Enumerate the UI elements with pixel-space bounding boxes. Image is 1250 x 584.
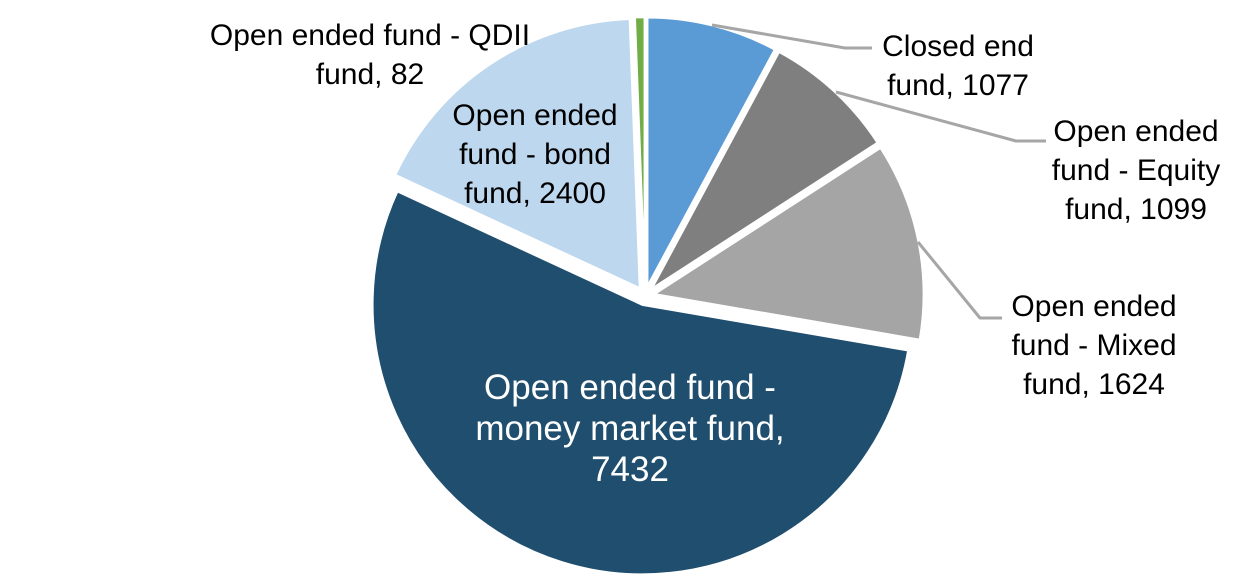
data-label-line: Open ended xyxy=(452,99,618,132)
data-label-line: Open ended fund - xyxy=(484,368,776,407)
leader-line-closed-end-fund xyxy=(711,23,872,50)
data-label-line: fund - Equity xyxy=(1051,154,1221,187)
data-label-line: fund, 1099 xyxy=(1065,193,1207,226)
data-label-line: fund, 1624 xyxy=(1023,368,1165,401)
pie-slice-open-ended-fund-qdii-fund xyxy=(633,15,647,288)
data-label-line: fund - Mixed xyxy=(1011,329,1177,362)
data-label-mixed-fund: Open ended fund - Mixed fund, 1624 xyxy=(984,287,1204,404)
data-label-bond-fund: Open ended fund - bond fund, 2400 xyxy=(425,96,645,213)
data-label-line: Open ended fund - QDII xyxy=(209,19,531,52)
data-label-line: Open ended xyxy=(1053,115,1219,148)
data-label-line: 7432 xyxy=(591,450,669,489)
data-label-line: fund, 1077 xyxy=(887,69,1029,102)
pie-slice-open-ended-fund-mixed-fund xyxy=(650,145,926,342)
data-label-line: Closed end xyxy=(882,30,1034,63)
data-label-line: fund - bond xyxy=(459,138,611,171)
data-label-money-market-fund: Open ended fund - money market fund, 743… xyxy=(455,367,805,490)
data-label-line: money market fund, xyxy=(475,409,785,448)
pie-slice-open-ended-fund-bond-fund xyxy=(393,17,642,291)
data-label-closed-end-fund: Closed end fund, 1077 xyxy=(858,27,1058,105)
data-label-line: fund, 2400 xyxy=(464,177,606,210)
data-label-line: Open ended xyxy=(1011,290,1177,323)
pie-slice-open-ended-fund-money-market-fund xyxy=(371,189,910,576)
data-label-qdii-fund: Open ended fund - QDII fund, 82 xyxy=(170,16,570,94)
data-label-line: fund, 82 xyxy=(315,58,425,91)
data-label-equity-fund: Open ended fund - Equity fund, 1099 xyxy=(1026,112,1246,229)
leader-line-mixed-fund xyxy=(916,241,1002,320)
leader-line-equity-fund xyxy=(835,90,1046,143)
pie-slice-open-ended-fund-equity-fund xyxy=(649,49,880,291)
